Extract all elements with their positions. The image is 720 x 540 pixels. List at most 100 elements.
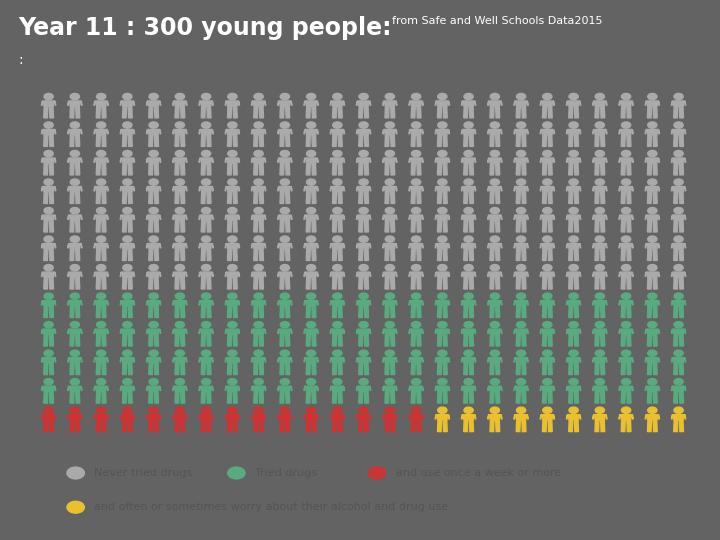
Polygon shape — [122, 215, 133, 220]
Circle shape — [96, 207, 106, 214]
Polygon shape — [333, 163, 336, 175]
Polygon shape — [102, 334, 106, 346]
Polygon shape — [154, 392, 158, 403]
Polygon shape — [542, 106, 546, 118]
Circle shape — [359, 407, 368, 414]
Polygon shape — [647, 301, 658, 306]
Polygon shape — [495, 106, 500, 118]
Polygon shape — [154, 420, 158, 431]
Polygon shape — [41, 186, 42, 191]
Polygon shape — [291, 130, 292, 134]
Polygon shape — [364, 392, 369, 403]
Polygon shape — [369, 386, 371, 390]
Polygon shape — [69, 244, 81, 249]
Polygon shape — [200, 158, 212, 163]
Polygon shape — [201, 192, 205, 204]
Polygon shape — [369, 272, 371, 276]
Polygon shape — [253, 215, 264, 220]
Polygon shape — [68, 415, 69, 419]
Polygon shape — [621, 392, 625, 403]
Polygon shape — [181, 135, 185, 146]
Circle shape — [464, 151, 473, 157]
Polygon shape — [50, 192, 53, 204]
Polygon shape — [160, 329, 161, 333]
Polygon shape — [647, 130, 658, 135]
Circle shape — [411, 321, 420, 328]
Polygon shape — [148, 130, 160, 135]
Circle shape — [385, 93, 395, 100]
Circle shape — [254, 407, 264, 414]
Polygon shape — [489, 158, 501, 163]
Polygon shape — [671, 244, 672, 248]
Polygon shape — [253, 392, 258, 403]
Polygon shape — [364, 220, 369, 232]
Polygon shape — [212, 357, 213, 362]
Polygon shape — [541, 301, 554, 306]
Polygon shape — [627, 192, 631, 204]
Polygon shape — [685, 215, 686, 219]
Polygon shape — [259, 249, 264, 260]
Polygon shape — [148, 158, 160, 163]
Polygon shape — [173, 215, 174, 219]
Polygon shape — [627, 420, 631, 431]
Polygon shape — [410, 244, 422, 249]
Polygon shape — [68, 215, 69, 219]
Polygon shape — [226, 329, 238, 334]
Polygon shape — [575, 334, 578, 346]
Circle shape — [307, 321, 316, 328]
Circle shape — [175, 379, 184, 385]
Circle shape — [44, 93, 53, 100]
Circle shape — [516, 321, 526, 328]
Polygon shape — [128, 363, 132, 375]
Circle shape — [202, 350, 211, 356]
Polygon shape — [540, 130, 541, 134]
Circle shape — [595, 407, 605, 414]
Polygon shape — [645, 158, 647, 163]
Polygon shape — [174, 244, 186, 249]
Polygon shape — [462, 357, 463, 362]
Circle shape — [569, 379, 578, 385]
Circle shape — [490, 179, 500, 185]
Circle shape — [307, 151, 316, 157]
Polygon shape — [70, 249, 74, 260]
Circle shape — [411, 236, 420, 242]
Polygon shape — [96, 392, 100, 403]
Polygon shape — [160, 244, 161, 248]
Polygon shape — [343, 301, 345, 305]
Polygon shape — [385, 334, 389, 346]
Polygon shape — [632, 215, 634, 219]
Circle shape — [280, 122, 289, 128]
Polygon shape — [107, 130, 109, 134]
Polygon shape — [312, 106, 316, 118]
Circle shape — [385, 207, 395, 214]
Polygon shape — [259, 135, 264, 146]
Polygon shape — [96, 306, 100, 318]
Polygon shape — [606, 301, 607, 305]
Polygon shape — [422, 386, 423, 390]
Polygon shape — [490, 192, 494, 204]
Circle shape — [44, 236, 53, 242]
Polygon shape — [122, 329, 133, 334]
Polygon shape — [70, 363, 74, 375]
Circle shape — [307, 407, 316, 414]
Polygon shape — [304, 329, 305, 333]
Polygon shape — [122, 334, 127, 346]
Polygon shape — [173, 244, 174, 248]
Polygon shape — [128, 192, 132, 204]
Circle shape — [228, 151, 237, 157]
Polygon shape — [618, 215, 620, 219]
Polygon shape — [396, 215, 397, 219]
Polygon shape — [436, 301, 449, 306]
Polygon shape — [69, 386, 81, 391]
Polygon shape — [364, 420, 369, 431]
Polygon shape — [358, 301, 369, 306]
Polygon shape — [148, 215, 160, 220]
Circle shape — [254, 151, 264, 157]
Polygon shape — [516, 420, 521, 431]
Polygon shape — [81, 101, 82, 105]
Polygon shape — [462, 244, 463, 248]
Circle shape — [543, 207, 552, 214]
Polygon shape — [55, 101, 56, 105]
Polygon shape — [120, 130, 122, 134]
Polygon shape — [55, 215, 56, 219]
